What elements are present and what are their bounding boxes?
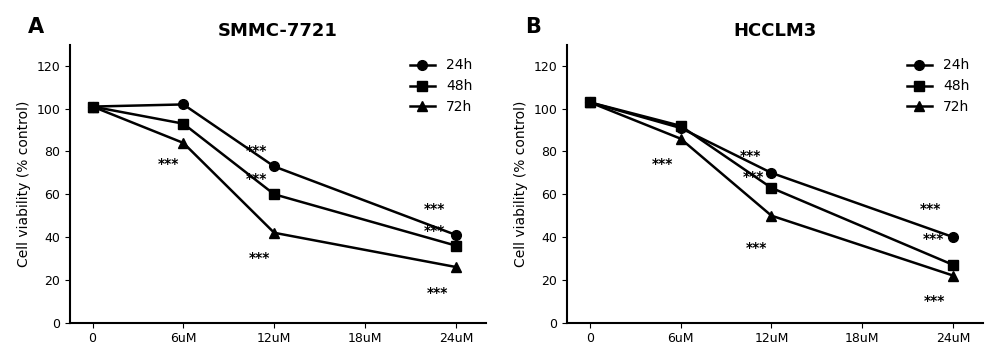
Title: HCCLM3: HCCLM3: [734, 22, 817, 40]
Text: ***: ***: [245, 144, 267, 159]
24h: [675, 126, 687, 130]
72h: [947, 273, 959, 278]
Text: ***: ***: [920, 202, 941, 216]
24h: [584, 100, 596, 105]
72h: [675, 136, 687, 141]
48h: [87, 104, 99, 109]
Text: ***: ***: [427, 286, 448, 300]
Text: ***: ***: [652, 157, 673, 171]
Text: ***: ***: [740, 149, 761, 163]
Text: B: B: [525, 17, 541, 37]
48h: [765, 186, 777, 190]
Text: ***: ***: [158, 157, 179, 171]
Text: ***: ***: [924, 294, 946, 308]
48h: [450, 243, 462, 248]
48h: [675, 124, 687, 128]
72h: [268, 231, 280, 235]
Text: ***: ***: [248, 252, 270, 265]
Text: ***: ***: [743, 170, 764, 184]
72h: [87, 104, 99, 109]
Line: 48h: 48h: [88, 102, 461, 251]
72h: [177, 141, 189, 145]
Line: 24h: 24h: [585, 97, 958, 242]
24h: [947, 235, 959, 239]
24h: [177, 102, 189, 106]
24h: [87, 104, 99, 109]
Text: ***: ***: [245, 172, 267, 186]
48h: [584, 100, 596, 105]
72h: [584, 100, 596, 105]
Line: 24h: 24h: [88, 100, 461, 240]
Text: ***: ***: [746, 241, 767, 255]
24h: [450, 233, 462, 237]
Legend: 24h, 48h, 72h: 24h, 48h, 72h: [403, 51, 479, 121]
Text: ***: ***: [424, 202, 445, 216]
Y-axis label: Cell viability (% control): Cell viability (% control): [17, 100, 31, 267]
Line: 72h: 72h: [585, 97, 958, 281]
24h: [268, 164, 280, 169]
Legend: 24h, 48h, 72h: 24h, 48h, 72h: [900, 51, 976, 121]
Line: 48h: 48h: [585, 97, 958, 270]
48h: [947, 263, 959, 267]
Text: A: A: [28, 17, 44, 37]
Text: ***: ***: [923, 232, 944, 246]
Y-axis label: Cell viability (% control): Cell viability (% control): [514, 100, 528, 267]
Line: 72h: 72h: [88, 102, 461, 272]
48h: [268, 192, 280, 197]
Text: ***: ***: [424, 224, 445, 237]
Title: SMMC-7721: SMMC-7721: [218, 22, 338, 40]
48h: [177, 122, 189, 126]
72h: [450, 265, 462, 269]
72h: [765, 214, 777, 218]
24h: [765, 171, 777, 175]
